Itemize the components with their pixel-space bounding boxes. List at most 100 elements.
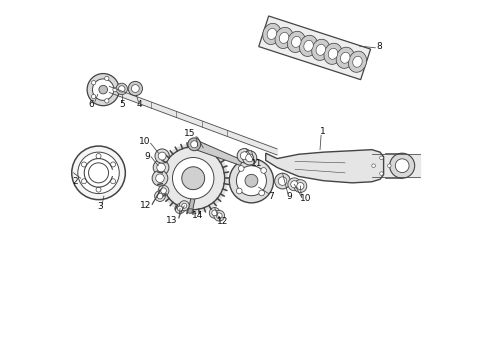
Text: 1: 1 xyxy=(320,127,326,136)
Ellipse shape xyxy=(348,51,367,72)
Ellipse shape xyxy=(299,35,318,57)
Circle shape xyxy=(214,210,224,221)
Ellipse shape xyxy=(304,40,313,51)
Circle shape xyxy=(131,85,139,93)
Ellipse shape xyxy=(312,39,330,60)
Circle shape xyxy=(175,203,185,213)
Text: 11: 11 xyxy=(251,159,262,168)
Circle shape xyxy=(93,79,114,100)
Circle shape xyxy=(89,163,109,183)
Polygon shape xyxy=(193,140,243,166)
Polygon shape xyxy=(109,86,277,155)
Circle shape xyxy=(209,207,220,218)
Circle shape xyxy=(395,159,409,172)
Text: 7: 7 xyxy=(268,192,273,201)
Circle shape xyxy=(380,172,383,175)
Text: 2: 2 xyxy=(72,177,78,186)
Circle shape xyxy=(87,73,119,106)
Circle shape xyxy=(92,81,96,85)
Circle shape xyxy=(162,147,224,210)
Ellipse shape xyxy=(275,27,293,49)
Ellipse shape xyxy=(263,23,281,45)
Circle shape xyxy=(81,162,87,167)
Circle shape xyxy=(288,178,301,191)
Circle shape xyxy=(182,203,187,208)
Circle shape xyxy=(217,213,222,219)
Circle shape xyxy=(275,173,291,189)
Text: 3: 3 xyxy=(98,202,103,211)
Circle shape xyxy=(245,154,253,162)
Circle shape xyxy=(380,156,383,159)
Circle shape xyxy=(158,152,166,160)
Circle shape xyxy=(172,157,214,199)
Circle shape xyxy=(261,168,267,173)
Circle shape xyxy=(157,163,165,172)
Text: 4: 4 xyxy=(137,100,143,109)
Text: 6: 6 xyxy=(89,100,94,109)
Circle shape xyxy=(191,141,198,148)
Circle shape xyxy=(119,86,125,92)
Circle shape xyxy=(237,149,251,163)
Circle shape xyxy=(212,210,218,216)
Text: 9: 9 xyxy=(287,192,293,201)
Circle shape xyxy=(111,162,116,167)
Circle shape xyxy=(152,170,168,186)
Circle shape xyxy=(294,180,307,193)
FancyBboxPatch shape xyxy=(259,16,370,80)
Circle shape xyxy=(236,188,242,194)
Text: 14: 14 xyxy=(192,211,203,220)
Ellipse shape xyxy=(336,47,354,68)
Circle shape xyxy=(156,174,164,183)
Circle shape xyxy=(372,164,375,167)
Circle shape xyxy=(297,183,304,190)
Circle shape xyxy=(291,181,298,188)
Circle shape xyxy=(243,151,257,165)
Circle shape xyxy=(390,153,415,178)
Circle shape xyxy=(155,191,165,202)
Text: 15: 15 xyxy=(184,129,196,138)
Ellipse shape xyxy=(267,28,276,39)
Circle shape xyxy=(177,206,182,211)
Circle shape xyxy=(105,99,109,103)
Circle shape xyxy=(113,87,117,92)
Circle shape xyxy=(99,85,107,94)
Circle shape xyxy=(188,208,193,213)
Circle shape xyxy=(182,167,205,190)
Ellipse shape xyxy=(316,44,325,55)
Text: 9: 9 xyxy=(144,152,149,161)
Circle shape xyxy=(179,201,189,211)
Circle shape xyxy=(388,164,391,167)
Text: 5: 5 xyxy=(119,100,124,109)
Ellipse shape xyxy=(341,52,350,63)
Circle shape xyxy=(128,81,143,96)
Ellipse shape xyxy=(292,36,301,48)
Circle shape xyxy=(92,94,96,99)
Ellipse shape xyxy=(324,43,342,64)
Circle shape xyxy=(105,76,109,81)
Circle shape xyxy=(245,174,258,187)
Circle shape xyxy=(238,166,244,171)
Ellipse shape xyxy=(353,56,362,67)
Text: 12: 12 xyxy=(217,217,228,226)
Circle shape xyxy=(78,152,119,194)
Text: 10: 10 xyxy=(300,194,312,203)
Circle shape xyxy=(278,177,287,185)
Circle shape xyxy=(158,185,169,196)
Circle shape xyxy=(241,152,248,159)
Circle shape xyxy=(96,187,101,192)
Ellipse shape xyxy=(279,32,289,44)
Circle shape xyxy=(237,166,267,196)
Circle shape xyxy=(188,138,201,151)
Circle shape xyxy=(161,188,167,194)
Text: 13: 13 xyxy=(166,216,177,225)
Circle shape xyxy=(229,158,273,203)
Circle shape xyxy=(72,146,125,200)
Circle shape xyxy=(158,143,228,213)
Circle shape xyxy=(155,149,169,163)
Circle shape xyxy=(259,190,265,196)
Ellipse shape xyxy=(328,48,338,59)
Circle shape xyxy=(96,154,101,158)
Text: 8: 8 xyxy=(376,41,382,50)
Circle shape xyxy=(153,159,169,175)
Circle shape xyxy=(111,179,116,184)
